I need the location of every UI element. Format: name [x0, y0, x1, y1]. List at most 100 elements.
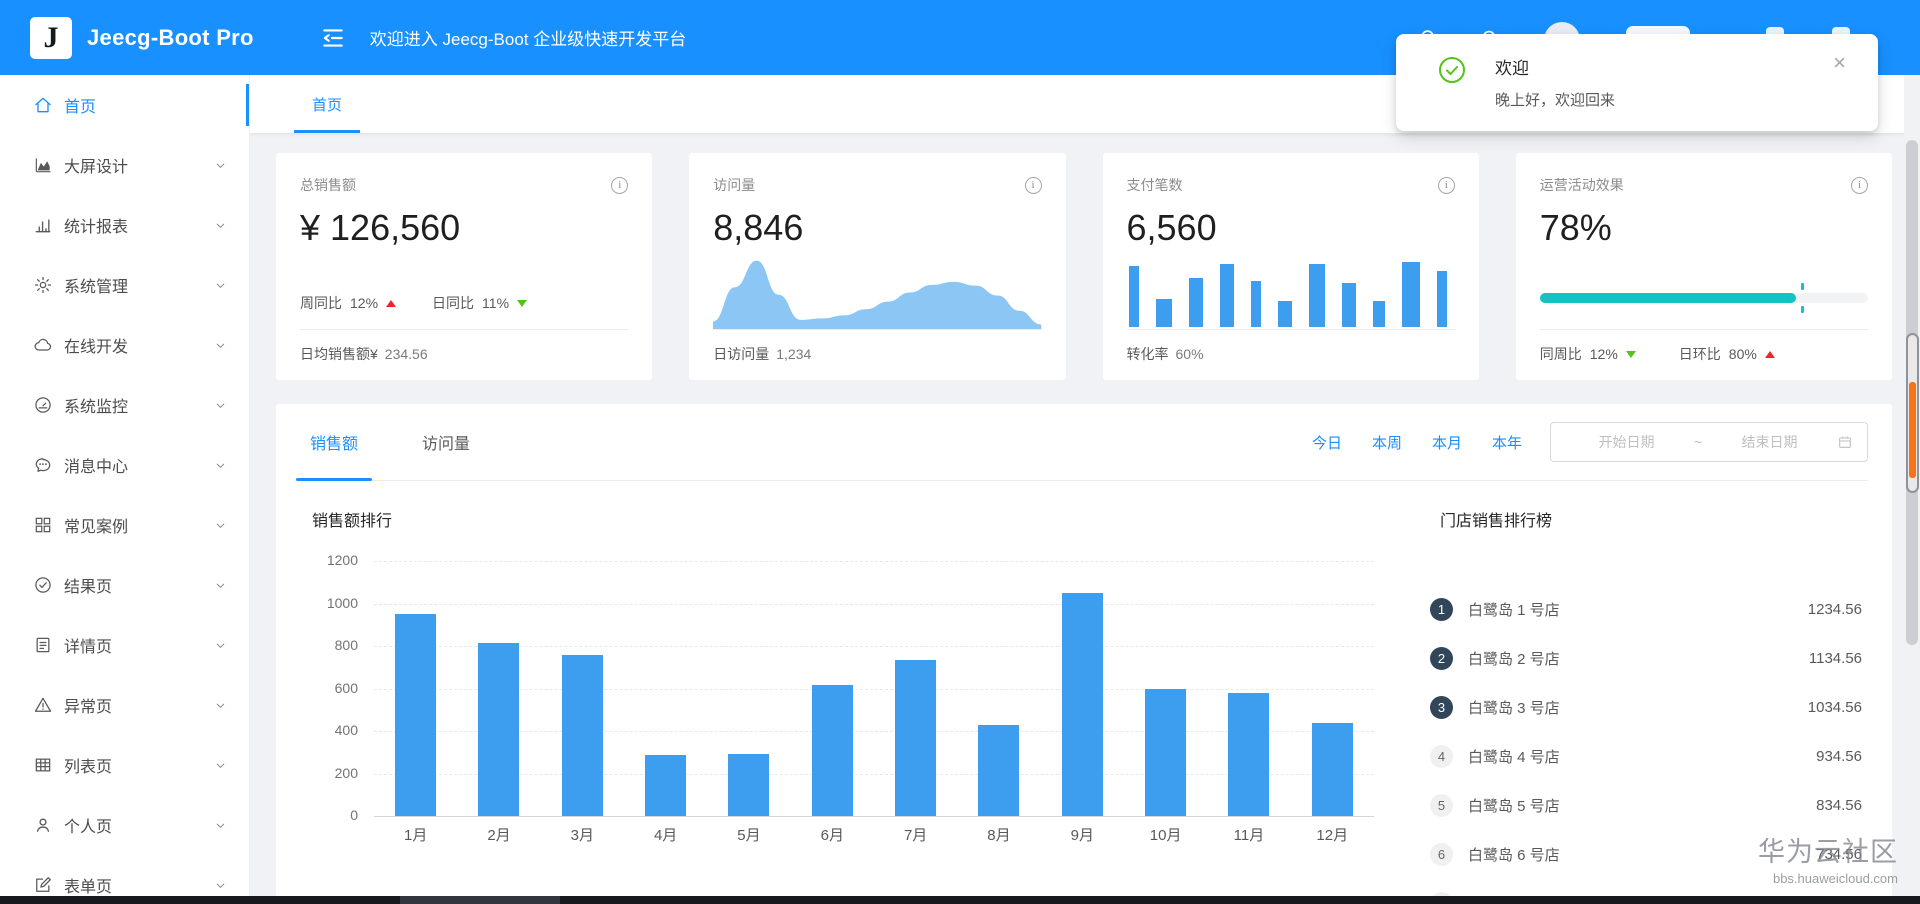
info-icon[interactable]: i [1851, 176, 1868, 194]
ranking-list: 1 白鹭岛 1 号店 1234.56 2 白鹭岛 2 号店 1134.56 3 白鹭岛 3 号… [1428, 585, 1866, 904]
trend-label: 日环比 [1678, 346, 1721, 362]
bottom-scrollbar-thumb[interactable] [400, 896, 560, 904]
stat-cards-row: 总销售额 i ¥ 126,560 周同比 12% 日同比 11% [276, 153, 1892, 380]
header-welcome-text: 欢迎进入 Jeecg-Boot 企业级快速开发平台 [369, 30, 687, 49]
app-logo[interactable]: J [30, 16, 72, 59]
card-title: 运营活动效果 [1539, 177, 1624, 193]
card-activity-effect: 运营活动效果 i 78% 同周比 [1515, 153, 1892, 380]
range-link-2[interactable]: 本月 [1431, 434, 1462, 452]
store-sales-value: 934.56 [1816, 748, 1862, 765]
sidebar-item-warning[interactable]: 异常页 [0, 675, 249, 735]
panel-tab-1[interactable]: 访问量 [422, 436, 471, 453]
sidebar-item-grid[interactable]: 常见案例 [0, 495, 249, 555]
y-axis-label: 400 [334, 722, 358, 738]
end-date-placeholder: 结束日期 [1741, 434, 1798, 450]
range-link-3[interactable]: 本年 [1491, 434, 1522, 452]
trend-value: 80% [1728, 346, 1757, 362]
bar-10月 [1145, 688, 1187, 816]
date-range-picker[interactable]: 开始日期 ~ 结束日期 [1550, 422, 1868, 462]
activity-progress-bar [1539, 283, 1868, 313]
y-axis-label: 600 [334, 679, 358, 696]
sidebar-item-label: 消息中心 [64, 459, 129, 476]
grid-icon [33, 515, 53, 535]
tab-home[interactable]: 首页 [294, 75, 361, 133]
card-value: 8,846 [713, 207, 804, 248]
x-axis-label: 4月 [653, 827, 678, 844]
sidebar-item-label: 在线开发 [64, 339, 129, 356]
sidebar-item-form[interactable]: 表单页 [0, 855, 249, 904]
toast-notification: 欢迎 晚上好，欢迎回来 × [1396, 34, 1878, 131]
x-axis-label: 10月 [1149, 827, 1182, 844]
chevron-down-icon [214, 459, 227, 472]
x-axis-label: 5月 [737, 827, 761, 844]
sidebar-item-dashboard[interactable]: 系统监控 [0, 375, 249, 435]
bottom-scrollbar[interactable] [0, 896, 1920, 904]
card-footer-label: 转化率 [1126, 346, 1169, 362]
trend-value: 11% [482, 295, 510, 311]
app-title: Jeecg-Boot Pro [87, 24, 254, 50]
x-axis-label: 12月 [1316, 827, 1349, 844]
tab-home-label: 首页 [312, 96, 343, 114]
bar-6月 [811, 685, 853, 816]
spark-bar [1372, 301, 1385, 327]
sidebar-item-area-chart[interactable]: 大屏设计 [0, 135, 249, 195]
info-icon[interactable]: i [611, 176, 629, 194]
range-links: 今日 本周 本月 本年 [1312, 432, 1522, 453]
store-sales-value: 734.56 [1816, 846, 1862, 863]
chevron-down-icon [214, 639, 227, 652]
progress-target-marker [1801, 283, 1805, 290]
gear-icon [33, 275, 53, 295]
check-circle-icon [33, 575, 53, 595]
panel-tab-0[interactable]: 销售额 [295, 404, 373, 481]
trend-day-ratio: 日环比 80% [1679, 344, 1775, 364]
y-axis-label: 1200 [326, 552, 358, 568]
rank-badge: 1 [1430, 598, 1453, 621]
info-icon[interactable]: i [1437, 176, 1455, 194]
sidebar-item-user[interactable]: 个人页 [0, 795, 249, 855]
spark-bar [1277, 301, 1292, 327]
vertical-scrollbar[interactable] [1904, 75, 1920, 896]
store-name: 白鹭岛 5 号店 [1468, 798, 1560, 815]
chevron-down-icon [214, 879, 227, 892]
sidebar-item-home[interactable]: 首页 [0, 75, 249, 135]
panel-toolbar: 销售额 访问量 今日 本周 本月 本年 开始日期 ~ 结束日期 [295, 404, 1868, 481]
range-link-1[interactable]: 本周 [1371, 434, 1402, 452]
sidebar-item-label: 首页 [64, 99, 97, 116]
cloud-icon [33, 335, 53, 355]
sidebar-item-table[interactable]: 列表页 [0, 735, 249, 795]
table-icon [33, 755, 53, 775]
sidebar-item-label: 结果页 [64, 579, 113, 596]
payments-bar-sparkline [1128, 253, 1447, 327]
home-icon [33, 95, 53, 115]
sidebar-item-bar-chart[interactable]: 统计报表 [0, 195, 249, 255]
x-axis-label: 1月 [403, 827, 428, 844]
store-ranking: 门店销售排行榜 1 白鹭岛 1 号店 1234.56 2 白鹭岛 2 号店 1134.56… [1428, 481, 1868, 904]
chevron-down-icon [214, 579, 227, 592]
sidebar-item-cloud[interactable]: 在线开发 [0, 315, 249, 375]
chevron-down-icon [214, 819, 227, 832]
card-footer-value: 1,234 [776, 346, 812, 362]
store-sales-value: 1034.56 [1807, 699, 1862, 716]
ranking-row-3: 3 白鹭岛 3 号店 1034.56 [1430, 683, 1862, 732]
spark-bar [1188, 278, 1203, 327]
info-icon[interactable]: i [1024, 176, 1042, 194]
bar-4月 [645, 755, 687, 816]
rank-badge: 2 [1430, 647, 1453, 670]
bar-2月 [478, 642, 520, 816]
sidebar-item-gear[interactable]: 系统管理 [0, 255, 249, 315]
sidebar-item-check-circle[interactable]: 结果页 [0, 555, 249, 615]
trend-week-ratio: 周同比 12% [300, 293, 397, 313]
sidebar-item-profile[interactable]: 详情页 [0, 615, 249, 675]
gridline [374, 773, 1374, 775]
chevron-down-icon [214, 279, 227, 292]
sidebar-item-message[interactable]: 消息中心 [0, 435, 249, 495]
sidebar-item-label: 大屏设计 [64, 159, 129, 176]
bar-5月 [728, 754, 770, 816]
card-total-sales: 总销售额 i ¥ 126,560 周同比 12% 日同比 11% [276, 153, 653, 380]
menu-fold-icon[interactable] [320, 25, 346, 51]
sidebar-item-label: 系统管理 [64, 279, 129, 296]
close-icon[interactable]: × [1833, 50, 1846, 75]
range-link-0[interactable]: 今日 [1311, 434, 1342, 452]
calendar-icon [1837, 434, 1853, 450]
spark-bar [1401, 261, 1420, 327]
